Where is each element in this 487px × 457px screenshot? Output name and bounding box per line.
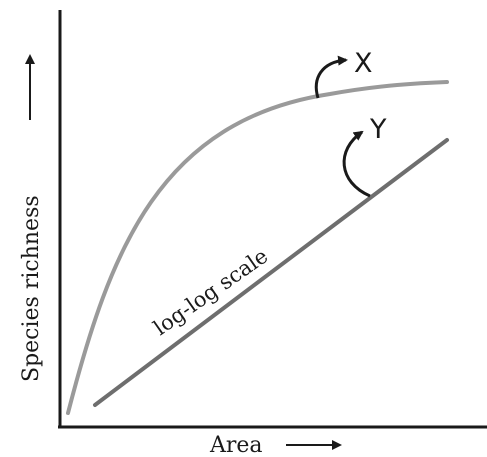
series-y-line <box>93 138 449 407</box>
series-y-arrow <box>342 130 371 198</box>
series-y-annotation: log-log scale <box>149 244 272 340</box>
y-axis-label: Species richness <box>19 195 44 382</box>
x-axis-label: Area <box>209 433 263 457</box>
series-x-label: X <box>354 48 373 79</box>
series-x-curve <box>66 80 449 415</box>
series-x-arrow <box>314 55 348 99</box>
series-y-label: Y <box>369 114 387 145</box>
